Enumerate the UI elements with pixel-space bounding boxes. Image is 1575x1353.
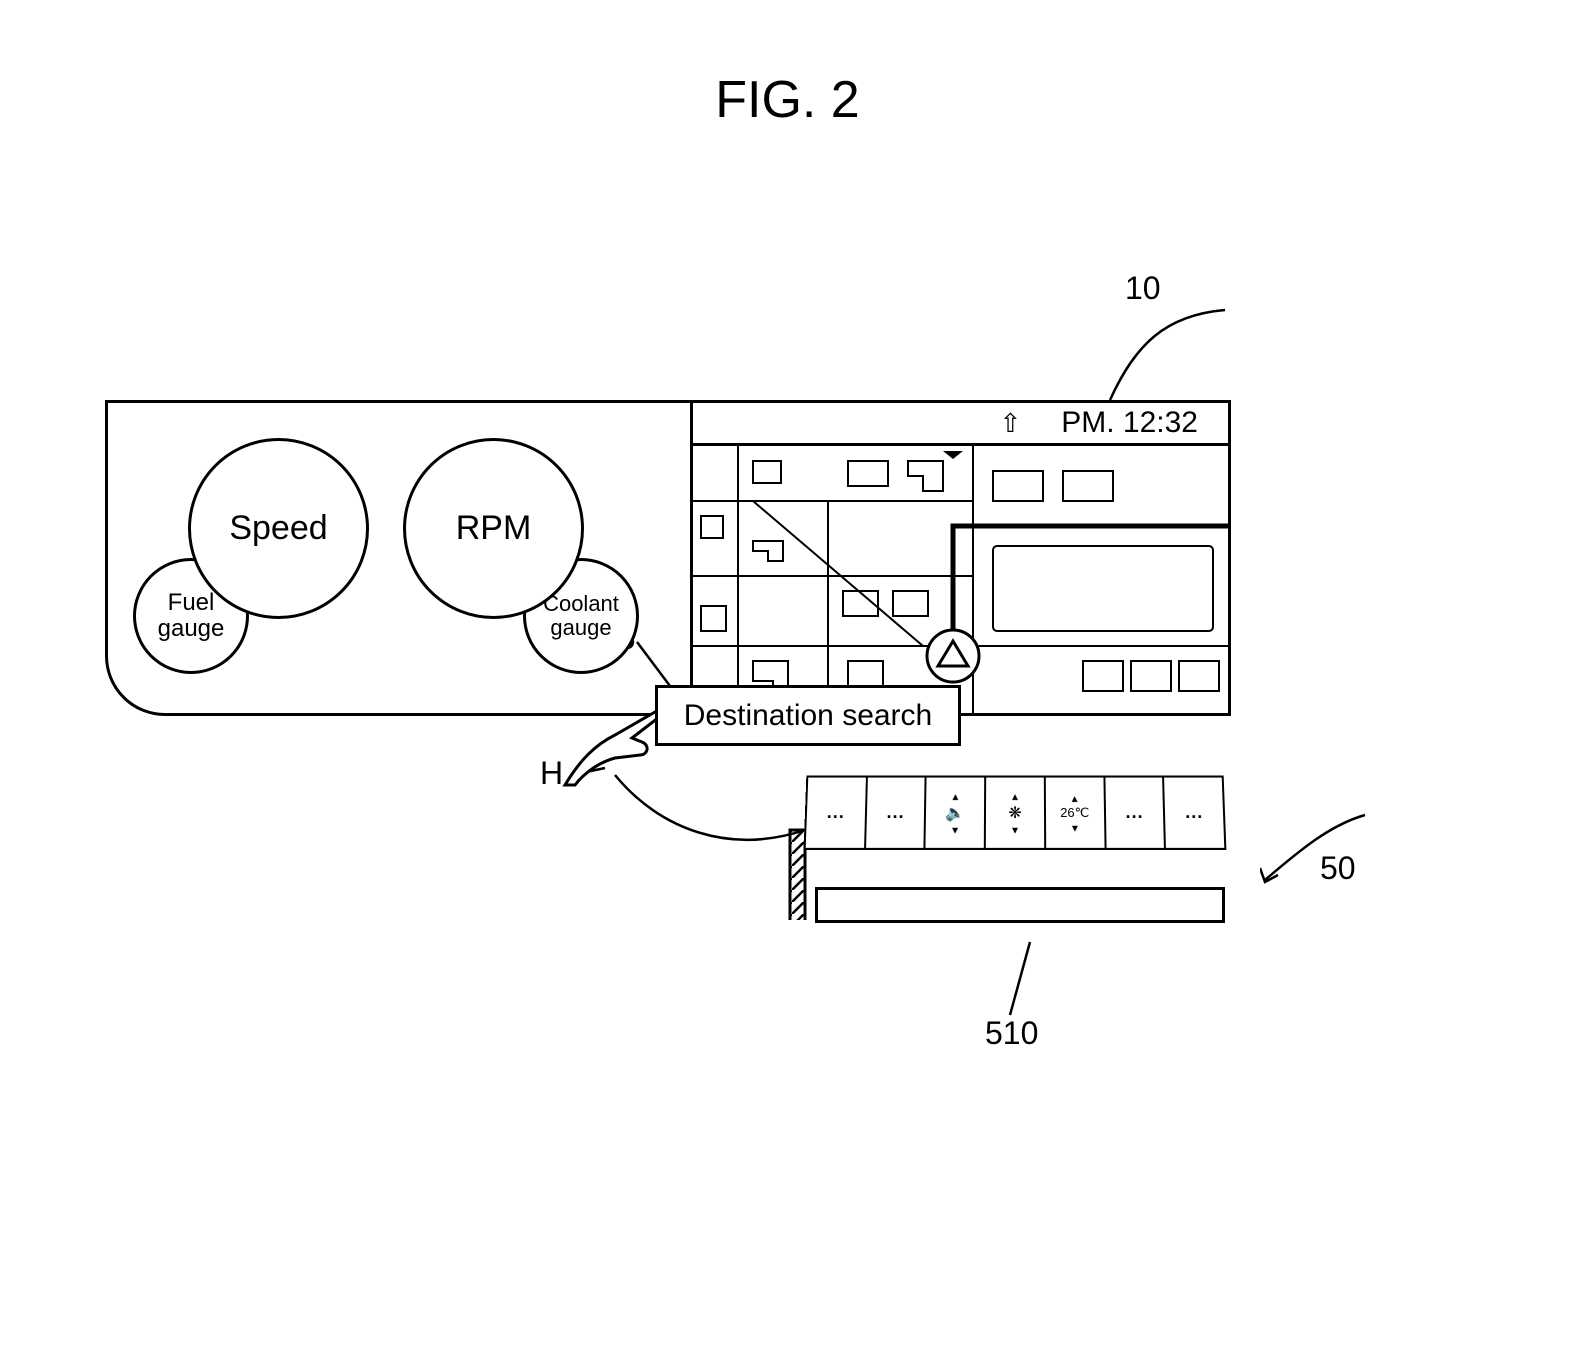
slot[interactable] <box>815 887 1225 923</box>
btn-6[interactable]: ... <box>1162 776 1226 850</box>
lead-10 <box>1105 305 1235 405</box>
control-panel: ... ... ▴ 🔈 ▾ ▴ ❋ ▾ ▴ 26℃ ▾ ... ... <box>780 770 1260 945</box>
lead-510 <box>1000 940 1060 1020</box>
btn-fan[interactable]: ▴ ❋ ▾ <box>984 776 1044 850</box>
button-row: ... ... ▴ 🔈 ▾ ▴ ❋ ▾ ▴ 26℃ ▾ ... ... <box>804 776 1227 850</box>
nav-header: ⇧ PM. 12:32 <box>693 403 1228 446</box>
volume-icon: 🔈 <box>945 803 965 823</box>
figure-canvas: FIG. 2 10 Fuel gauge Coolant gauge Speed… <box>0 0 1575 1353</box>
nav-time: PM. 12:32 <box>1061 406 1198 440</box>
nav-panel: ⇧ PM. 12:32 <box>690 403 1228 713</box>
home-icon[interactable]: ⇧ <box>999 408 1021 439</box>
rpm-gauge: RPM <box>403 438 584 619</box>
figure-title: FIG. 2 <box>715 70 859 130</box>
destination-search[interactable]: Destination search <box>655 685 961 746</box>
ref-510: 510 <box>985 1015 1038 1052</box>
nav-map[interactable] <box>693 446 1228 713</box>
ref-50: 50 <box>1320 850 1356 887</box>
fan-icon: ❋ <box>1008 803 1021 823</box>
temp-label: 26℃ <box>1060 805 1089 821</box>
btn-volume[interactable]: ▴ 🔈 ▾ <box>924 776 985 850</box>
btn-0[interactable]: ... <box>804 776 866 850</box>
ref-10: 10 <box>1125 270 1161 307</box>
btn-1[interactable]: ... <box>864 776 925 850</box>
destination-search-label: Destination search <box>684 699 932 733</box>
speed-gauge: Speed <box>188 438 369 619</box>
btn-temp[interactable]: ▴ 26℃ ▾ <box>1044 776 1104 850</box>
btn-5[interactable]: ... <box>1103 776 1164 850</box>
